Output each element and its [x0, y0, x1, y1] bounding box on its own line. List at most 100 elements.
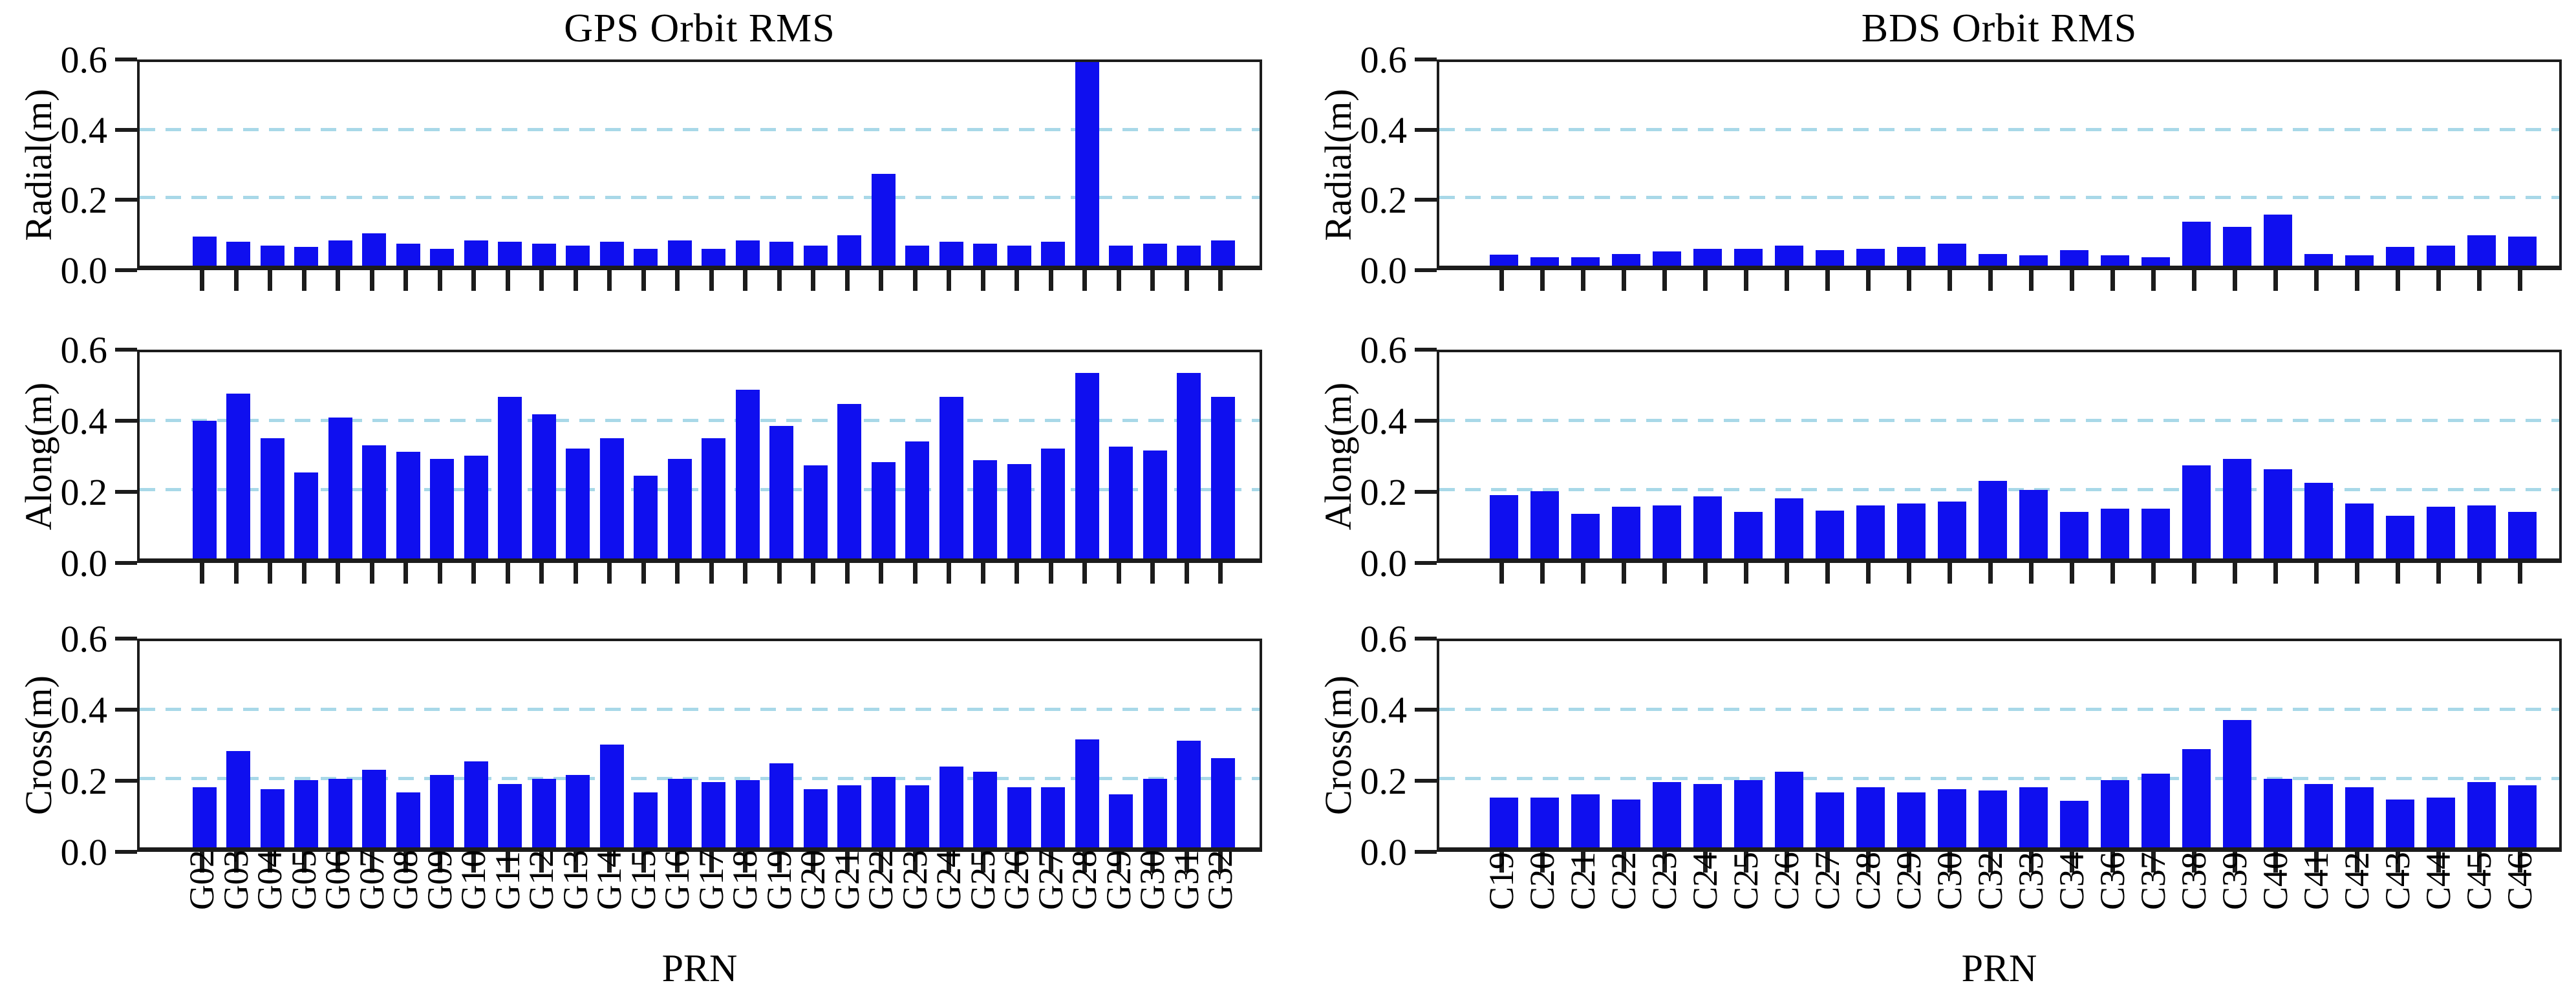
y-tick-0.0 [1415, 850, 1437, 854]
x-tick-C28 [1866, 852, 1871, 873]
y-axis-label-bds-radial: Radial(m) [1317, 89, 1359, 241]
x-tick-C46 [2518, 852, 2522, 873]
x-tick-C32 [1988, 852, 1993, 873]
x-tick-G32 [1218, 852, 1223, 873]
bar-C41 [2304, 483, 2333, 558]
bar-G11 [498, 397, 522, 558]
bar-C44 [2427, 507, 2455, 558]
x-tick-G21 [845, 852, 850, 873]
x-tick-C27 [1825, 563, 1830, 584]
bar-C34 [2060, 250, 2088, 266]
x-tick-C39 [2233, 270, 2237, 291]
x-tick-C34 [2070, 852, 2074, 873]
x-tick-C20 [1540, 563, 1545, 584]
x-tick-G31 [1185, 852, 1189, 873]
bar-G25 [973, 243, 997, 266]
bar-C37 [2141, 773, 2170, 847]
bar-C46 [2508, 512, 2537, 558]
x-tick-C42 [2355, 270, 2359, 291]
bar-G21 [837, 785, 861, 847]
x-tick-C25 [1744, 563, 1748, 584]
bar-C29 [1897, 792, 1926, 847]
bar-G12 [532, 778, 556, 847]
y-tick-label: 0.4 [60, 109, 108, 151]
panel-bds-radial: 0.0 0.2 0.4 0.6 Radial(m) [1317, 41, 2562, 291]
x-tick-G17 [709, 563, 714, 584]
x-tick-C26 [1785, 563, 1789, 584]
bar-C32 [1979, 481, 2007, 558]
bar-G12 [532, 414, 556, 558]
bar-G06 [328, 418, 352, 558]
x-tick-G23 [913, 270, 918, 291]
x-tick-C41 [2314, 270, 2319, 291]
bar-C29 [1897, 247, 1926, 266]
bar-G30 [1143, 778, 1167, 847]
x-tick-C32 [1988, 563, 1993, 584]
y-tick-0.6 [1415, 58, 1437, 61]
y-tick-0.6 [1415, 348, 1437, 352]
x-tick-G18 [743, 270, 747, 291]
x-tick-C43 [2396, 852, 2400, 873]
bar-C34 [2060, 512, 2088, 558]
y-tick-0.6 [115, 637, 137, 641]
x-tick-C23 [1662, 270, 1667, 291]
bar-C23 [1653, 505, 1681, 558]
y-axis-label-gps-cross: Cross(m) [17, 675, 59, 815]
bar-G29 [1109, 447, 1133, 558]
x-tick-G14 [607, 852, 612, 873]
bar-C40 [2264, 469, 2292, 558]
plot-area-bds-cross [1437, 639, 2562, 852]
y-tick-label: 0.2 [1360, 471, 1408, 513]
panel-gps-along: 0.0 0.2 0.4 0.6 Along(m) [17, 332, 1262, 584]
x-tick-C40 [2273, 563, 2278, 584]
y-tick-label: 0.2 [1360, 759, 1408, 802]
bar-G19 [769, 763, 793, 847]
x-tick-G25 [981, 563, 985, 584]
bar-G03 [226, 242, 250, 266]
bar-C21 [1571, 513, 1600, 558]
gridline-0.2 [140, 776, 1260, 780]
x-tick-G22 [879, 270, 883, 291]
x-tick-G18 [743, 563, 747, 584]
bar-C20 [1530, 257, 1559, 266]
bar-C27 [1816, 250, 1844, 266]
bar-C40 [2264, 778, 2292, 847]
x-tick-C22 [1622, 563, 1626, 584]
y-tick-0.2 [1415, 778, 1437, 783]
bar-G13 [566, 775, 590, 847]
x-tick-C46 [2518, 563, 2522, 584]
x-tick-C29 [1907, 852, 1911, 873]
bar-C46 [2508, 785, 2537, 847]
x-tick-G10 [471, 563, 476, 584]
x-tick-G07 [370, 852, 374, 873]
x-tick-G29 [1117, 270, 1121, 291]
x-tick-G31 [1185, 270, 1189, 291]
x-tick-C39 [2233, 852, 2237, 873]
bar-G26 [1007, 787, 1031, 847]
bar-G31 [1177, 245, 1201, 266]
y-tick-label: 0.4 [60, 399, 108, 442]
panel-gps-cross: 0.0 0.2 0.4 0.6 Cross(m) G02 G03 G04 G05 G06 G07 G0… [17, 620, 1262, 910]
x-tick-C29 [1907, 270, 1911, 291]
bar-G29 [1109, 245, 1133, 266]
bar-G12 [532, 243, 556, 266]
x-tick-G27 [1049, 270, 1053, 291]
x-tick-C30 [1948, 563, 1952, 584]
x-tick-C37 [2151, 270, 2156, 291]
x-tick-G08 [403, 270, 408, 291]
bar-C42 [2345, 255, 2374, 266]
x-tick-G04 [268, 270, 272, 291]
bar-C19 [1490, 797, 1518, 847]
bar-G21 [837, 403, 861, 558]
y-tick-0.6 [1415, 637, 1437, 641]
y-tick-0.2 [115, 198, 137, 202]
y-tick-0.4 [115, 418, 137, 423]
gridline-0.2 [140, 196, 1260, 200]
x-tick-G09 [438, 852, 442, 873]
x-tick-G09 [438, 563, 442, 584]
x-tick-G21 [845, 563, 850, 584]
bar-G20 [804, 245, 828, 266]
y-tick-0.4 [115, 127, 137, 132]
gridline-0.2 [140, 487, 1260, 491]
x-tick-C28 [1866, 563, 1871, 584]
